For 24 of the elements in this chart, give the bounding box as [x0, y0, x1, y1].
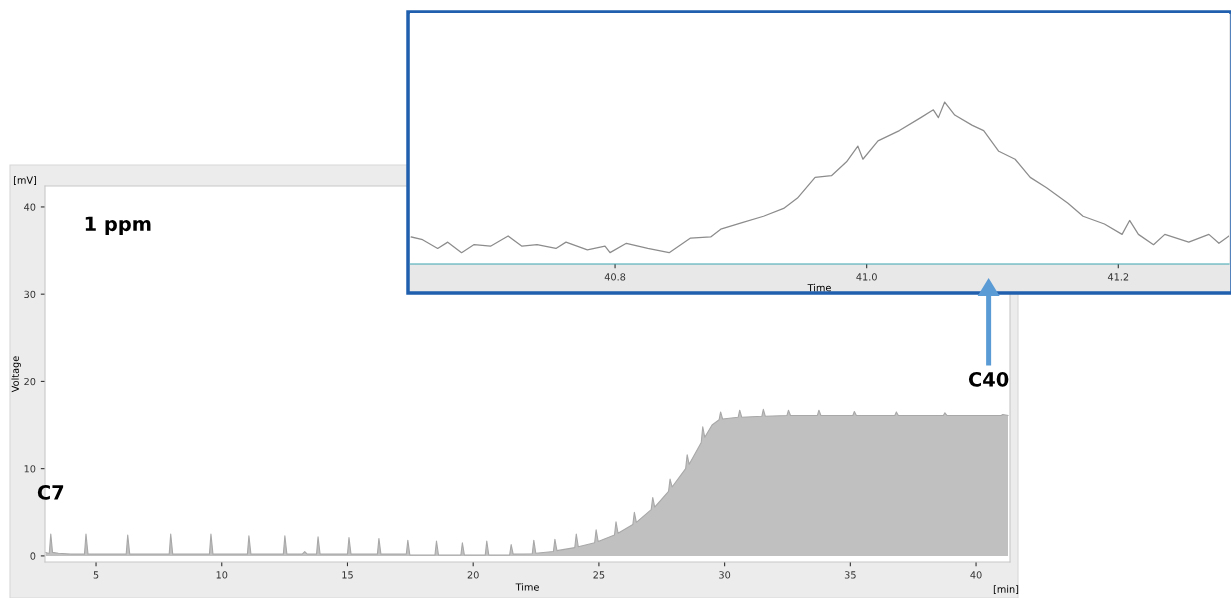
- x-tick-label: 40: [970, 571, 982, 579]
- annotation: 1 ppm: [85, 216, 151, 235]
- x-tick-label: 25: [593, 571, 605, 579]
- annotation: C40: [968, 371, 1009, 387]
- x-tick-label: 35: [844, 571, 856, 579]
- x-axis-title: Time: [515, 583, 539, 591]
- x-tick-label: 20: [467, 571, 479, 579]
- text: [min]: [993, 585, 1019, 594]
- text: [mV]: [13, 176, 37, 185]
- x-tick-label: 5: [93, 571, 99, 579]
- x-tick-label: 10: [216, 571, 228, 579]
- y-axis-title: Voltage: [11, 356, 21, 393]
- y-tick-label: 0: [30, 552, 36, 560]
- y-tick-label: 10: [24, 465, 36, 473]
- x-tick-label: 15: [342, 571, 353, 579]
- x-tick-label: 30: [719, 571, 731, 579]
- y-tick-label: 20: [24, 377, 36, 386]
- x-tick-label: 41.0: [856, 273, 877, 281]
- y-tick-label: 30: [24, 290, 36, 299]
- x-tick-label: 40.8: [604, 273, 626, 281]
- x-axis-title: Time: [807, 283, 831, 292]
- annotation: C7: [37, 485, 64, 500]
- x-tick-label: 41.2: [1107, 273, 1129, 281]
- y-tick-label: 40: [24, 203, 36, 211]
